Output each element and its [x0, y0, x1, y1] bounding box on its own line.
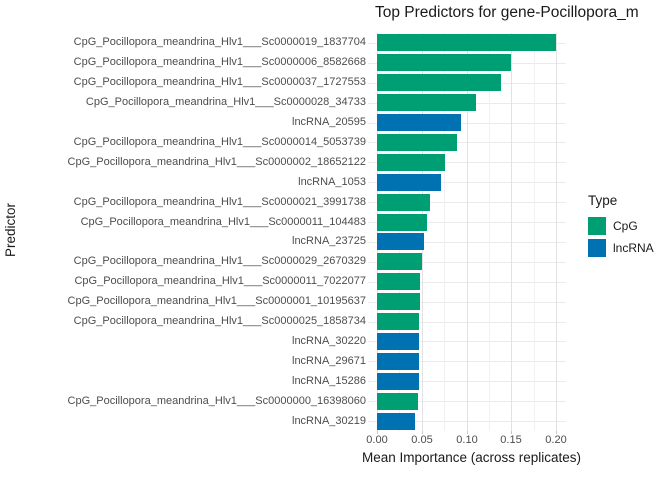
- gridline-vertical-minor: [444, 33, 445, 431]
- x-tick-label: 0.00: [366, 434, 388, 446]
- bar-CpG_Pocillopora_meandrina_Hlv1___Sc0000000_16398060: [377, 393, 418, 410]
- y-axis-label: CpG_Pocillopora_meandrina_Hlv1___Sc00000…: [67, 156, 366, 168]
- legend-swatch-lncRNA: [588, 239, 606, 257]
- y-axis-label: CpG_Pocillopora_meandrina_Hlv1___Sc00000…: [73, 36, 366, 48]
- bar-CpG_Pocillopora_meandrina_Hlv1___Sc0000002_18652122: [377, 154, 445, 171]
- x-tick-label: 0.15: [500, 434, 522, 446]
- y-axis-label: CpG_Pocillopora_meandrina_Hlv1___Sc00000…: [73, 315, 366, 327]
- gridline-vertical-major: [377, 33, 378, 431]
- bar-lncRNA_30220: [377, 333, 419, 350]
- x-tick-label: 0.20: [545, 434, 567, 446]
- gridline-vertical-minor: [534, 33, 535, 431]
- legend-label: CpG: [613, 219, 638, 233]
- x-tick-mark: [422, 431, 423, 434]
- bar-CpG_Pocillopora_meandrina_Hlv1___Sc0000025_1858734: [377, 313, 419, 330]
- bar-CpG_Pocillopora_meandrina_Hlv1___Sc0000014_5053739: [377, 134, 457, 151]
- y-axis-label: CpG_Pocillopora_meandrina_Hlv1___Sc00000…: [73, 56, 366, 68]
- bar-lncRNA_23725: [377, 233, 424, 250]
- x-axis-title: Mean Importance (across replicates): [361, 450, 582, 465]
- bar-CpG_Pocillopora_meandrina_Hlv1___Sc0000037_1727553: [377, 74, 501, 91]
- bar-CpG_Pocillopora_meandrina_Hlv1___Sc0000006_8582668: [377, 54, 511, 71]
- legend-item-CpG: CpG: [588, 217, 672, 235]
- x-tick-mark: [511, 431, 512, 434]
- x-tick-mark: [377, 431, 378, 434]
- y-axis-label: CpG_Pocillopora_meandrina_Hlv1___Sc00000…: [73, 136, 366, 148]
- gridline-vertical-major: [422, 33, 423, 431]
- bar-CpG_Pocillopora_meandrina_Hlv1___Sc0000001_10195637: [377, 293, 420, 310]
- bar-lncRNA_30219: [377, 413, 415, 430]
- bar-CpG_Pocillopora_meandrina_Hlv1___Sc0000019_1837704: [377, 34, 556, 51]
- y-axis-label: lncRNA_30220: [292, 335, 366, 347]
- gridline-vertical-minor: [489, 33, 490, 431]
- y-axis-label: lncRNA_1053: [298, 176, 366, 188]
- bar-lncRNA_20595: [377, 114, 461, 131]
- bar-CpG_Pocillopora_meandrina_Hlv1___Sc0000028_34733: [377, 94, 476, 111]
- y-axis-label: CpG_Pocillopora_meandrina_Hlv1___Sc00000…: [73, 255, 366, 267]
- plot-panel: [368, 33, 566, 431]
- bar-lncRNA_29671: [377, 353, 419, 370]
- gridline-vertical-major: [467, 33, 468, 431]
- gridline-vertical-major: [556, 33, 557, 431]
- y-axis-label: lncRNA_30219: [292, 415, 366, 427]
- y-axis-label: lncRNA_23725: [292, 235, 366, 247]
- y-axis-label: CpG_Pocillopora_meandrina_Hlv1___Sc00000…: [74, 275, 366, 287]
- gridline-vertical-minor: [399, 33, 400, 431]
- y-axis-label: CpG_Pocillopora_meandrina_Hlv1___Sc00000…: [67, 295, 366, 307]
- legend-label: lncRNA: [613, 241, 654, 255]
- y-axis-label: lncRNA_15286: [292, 375, 366, 387]
- legend-items: CpG lncRNA: [588, 217, 672, 257]
- y-axis-label: CpG_Pocillopora_meandrina_Hlv1___Sc00000…: [73, 196, 366, 208]
- y-axis-label: CpG_Pocillopora_meandrina_Hlv1___Sc00000…: [85, 96, 366, 108]
- y-axis-label: lncRNA_29671: [292, 355, 366, 367]
- legend-swatch-CpG: [588, 217, 606, 235]
- plot-title: Top Predictors for gene-Pocillopora_m: [375, 4, 639, 21]
- legend-title: Type: [588, 193, 618, 208]
- bar-lncRNA_15286: [377, 373, 419, 390]
- bar-CpG_Pocillopora_meandrina_Hlv1___Sc0000011_104483: [377, 214, 427, 231]
- x-tick-mark: [467, 431, 468, 434]
- legend: Type CpG lncRNA: [588, 193, 672, 261]
- bar-CpG_Pocillopora_meandrina_Hlv1___Sc0000011_7022077: [377, 273, 420, 290]
- gridline-vertical-major: [511, 33, 512, 431]
- x-tick-label: 0.10: [456, 434, 478, 446]
- x-tick-mark: [556, 431, 557, 434]
- y-axis-label: CpG_Pocillopora_meandrina_Hlv1___Sc00000…: [73, 76, 366, 88]
- y-axis-label: CpG_Pocillopora_meandrina_Hlv1___Sc00000…: [67, 395, 366, 407]
- bar-lncRNA_1053: [377, 174, 441, 191]
- bar-CpG_Pocillopora_meandrina_Hlv1___Sc0000029_2670329: [377, 253, 422, 270]
- y-axis-label: lncRNA_20595: [292, 116, 366, 128]
- legend-item-lncRNA: lncRNA: [588, 239, 672, 257]
- y-axis-label: CpG_Pocillopora_meandrina_Hlv1___Sc00000…: [80, 216, 366, 228]
- x-tick-label: 0.05: [411, 434, 433, 446]
- bar-CpG_Pocillopora_meandrina_Hlv1___Sc0000021_3991738: [377, 194, 430, 211]
